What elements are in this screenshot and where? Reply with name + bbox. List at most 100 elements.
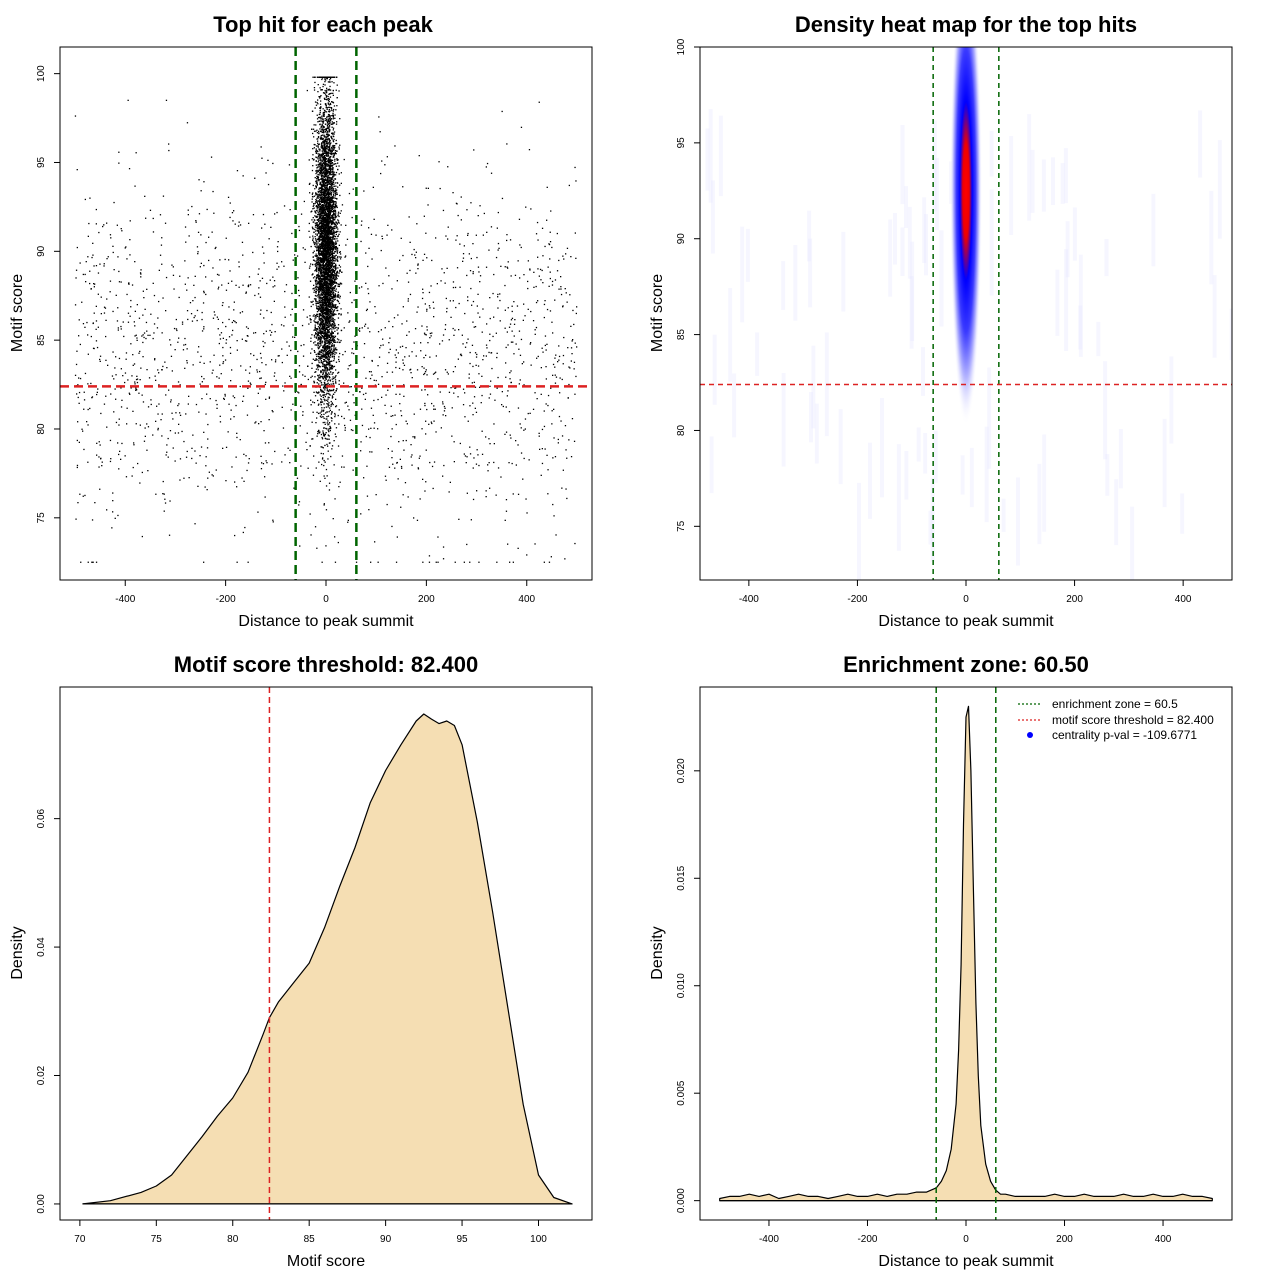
scatter-point — [551, 280, 554, 283]
scatter-point — [395, 423, 397, 426]
scatter-point — [319, 341, 322, 343]
scatter-point — [330, 295, 332, 297]
scatter-point — [403, 395, 405, 397]
scatter-point — [323, 210, 325, 212]
scatter-point — [244, 340, 247, 342]
scatter-point — [335, 405, 338, 407]
scatter-point — [519, 379, 521, 381]
scatter-point — [326, 443, 328, 446]
scatter-point — [274, 331, 276, 333]
scatter-point — [315, 332, 317, 334]
scatter-point — [189, 302, 192, 304]
scatter-point — [139, 424, 141, 426]
scatter-point — [203, 362, 205, 364]
scatter-point — [444, 328, 446, 331]
scatter-point — [530, 342, 532, 344]
scatter-point — [328, 170, 330, 173]
scatter-point — [276, 211, 278, 214]
scatter-point — [142, 290, 144, 292]
scatter-point — [468, 373, 470, 375]
scatter-point — [209, 398, 211, 400]
scatter-point — [463, 245, 465, 247]
scatter-point — [218, 377, 220, 379]
scatter-point — [489, 317, 491, 320]
scatter-point — [321, 89, 323, 91]
scatter-point — [86, 321, 88, 324]
scatter-point — [421, 366, 423, 368]
scatter-point — [231, 466, 233, 468]
scatter-point — [327, 142, 329, 144]
scatter-point — [331, 420, 333, 422]
scatter-point — [256, 405, 259, 407]
scatter-point — [295, 419, 297, 422]
scatter-point — [518, 330, 521, 332]
scatter-point — [471, 382, 473, 384]
scatter-point — [231, 321, 233, 324]
scatter-point — [203, 326, 205, 328]
scatter-point — [125, 358, 127, 360]
scatter-point — [133, 444, 135, 446]
scatter-point — [336, 272, 338, 274]
scatter-point — [415, 355, 417, 357]
scatter-point — [321, 230, 323, 232]
scatter-point — [332, 132, 334, 134]
scatter-point — [328, 126, 330, 128]
scatter-point — [426, 308, 428, 310]
scatter-point — [404, 356, 406, 358]
scatter-point — [330, 455, 332, 458]
scatter-point — [495, 494, 497, 496]
scatter-point — [236, 432, 238, 434]
scatter-point — [418, 457, 420, 459]
scatter-point — [81, 301, 83, 303]
scatter-point — [540, 393, 542, 395]
scatter-point — [143, 332, 146, 334]
scatter-point — [324, 84, 326, 86]
scatter-point — [327, 398, 329, 400]
scatter-point — [401, 345, 404, 347]
scatter-point — [216, 403, 218, 406]
scatter-point — [158, 269, 160, 271]
scatter-point — [555, 376, 558, 378]
scatter-point — [338, 244, 340, 246]
scatter-point — [338, 486, 340, 488]
scatter-point — [435, 237, 437, 239]
scatter-point — [271, 410, 273, 412]
scatter-point — [512, 341, 514, 343]
scatter-point — [524, 418, 527, 420]
scatter-point — [507, 267, 509, 269]
scatter-point — [276, 268, 278, 270]
scatter-point — [375, 312, 377, 314]
scatter-point — [337, 285, 340, 287]
scatter-point — [335, 304, 337, 306]
scatter-point — [329, 139, 331, 142]
scatter-point — [327, 153, 329, 155]
scatter-point — [319, 172, 321, 174]
scatter-point — [314, 395, 317, 397]
scatter-point — [320, 158, 322, 160]
scatter-point — [323, 306, 325, 309]
scatter-point — [277, 241, 279, 243]
scatter-point — [331, 340, 333, 342]
scatter-point — [401, 467, 403, 469]
scatter-point — [399, 346, 402, 348]
scatter-point — [155, 493, 157, 495]
scatter-point — [422, 292, 424, 294]
scatter-point — [326, 177, 329, 179]
scatter-point — [496, 356, 498, 359]
scatter-point — [242, 531, 244, 534]
scatter-point — [319, 168, 321, 170]
scatter-point — [330, 178, 333, 180]
scatter-point — [281, 348, 283, 350]
scatter-point — [545, 403, 547, 405]
scatter-point — [320, 331, 322, 333]
scatter-point — [328, 390, 330, 393]
scatter-point — [529, 412, 531, 414]
scatter-point — [333, 154, 335, 156]
scatter-point — [88, 222, 90, 225]
scatter-point — [323, 345, 325, 347]
scatter-point — [319, 213, 322, 215]
scatter-point — [574, 393, 576, 395]
scatter-point — [334, 377, 336, 379]
scatter-point — [492, 335, 494, 338]
scatter-point — [311, 362, 313, 365]
